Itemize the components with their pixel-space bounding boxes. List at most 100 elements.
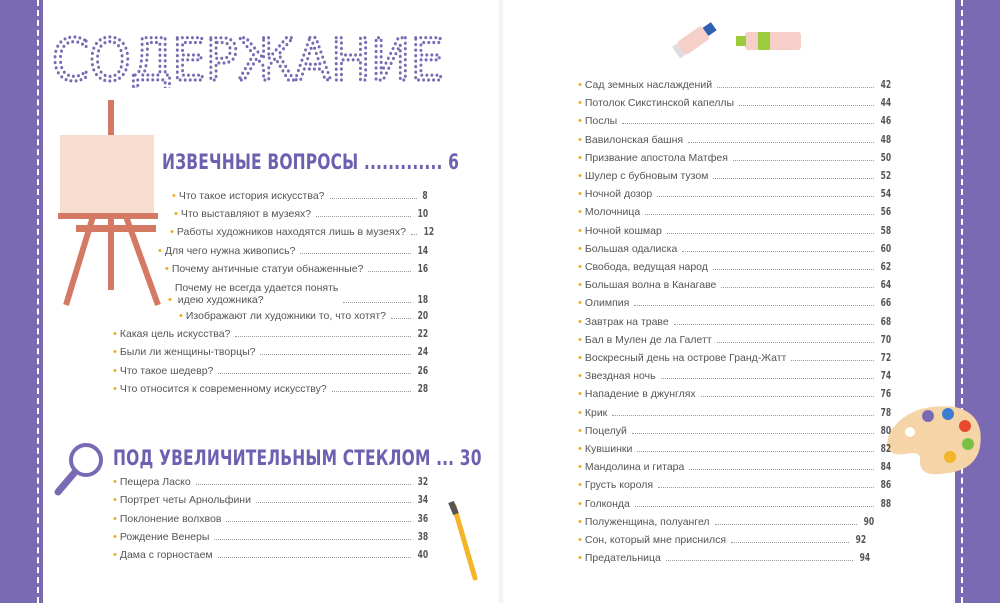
entry-page-number: 82 <box>880 443 891 455</box>
easel-illustration <box>58 100 161 307</box>
bullet-icon: • <box>578 261 582 273</box>
toc-entry[interactable]: • Почему не всегда удается понять идею ху… <box>168 278 428 306</box>
bullet-icon: • <box>578 224 582 237</box>
bullet-icon: • <box>113 549 117 561</box>
toc-entry[interactable]: • Поклонение волхвов 36 <box>113 509 428 525</box>
dot-leader <box>666 232 874 234</box>
page-title-text: СОДЕРЖАНИЕ <box>52 28 444 88</box>
toc-entry[interactable]: • Голконда 88 <box>578 494 891 510</box>
bullet-icon: • <box>578 115 582 128</box>
toc-entry[interactable]: • Какая цель искусства? 22 <box>113 324 428 340</box>
toc-entry[interactable]: • Полуженщина, полуангел 90 <box>578 512 874 528</box>
toc-entry[interactable]: • Портрет четы Арнольфини 34 <box>113 490 428 506</box>
toc-entry[interactable]: • Что такое шедевр? 26 <box>113 361 428 377</box>
toc-entry[interactable]: • Олимпия 66 <box>578 293 891 309</box>
dot-leader <box>688 141 874 143</box>
dot-leader <box>739 105 874 107</box>
entry-title: Шулер с бубновым тузом <box>584 170 709 182</box>
book-gutter <box>498 0 504 603</box>
entry-page-number: 76 <box>880 388 891 401</box>
bullet-icon: • <box>578 79 582 91</box>
dot-leader <box>255 502 411 503</box>
entry-page-number: 56 <box>880 206 891 219</box>
entry-title: Ночной кошмар <box>584 224 662 237</box>
bullet-icon: • <box>168 294 172 306</box>
entry-title: Дама с горностаем <box>119 549 213 561</box>
entry-page-number: 48 <box>880 133 891 146</box>
toc-entry[interactable]: • Дама с горностаем 40 <box>113 545 428 561</box>
toc-entry[interactable]: • Призвание апостола Матфея 50 <box>578 148 891 164</box>
magnifier-icon <box>54 443 103 496</box>
toc-entry[interactable]: • Сон, который мне приснился 92 <box>578 530 866 546</box>
dot-leader <box>713 178 874 179</box>
entry-page-number: 40 <box>417 549 428 561</box>
toc-entry[interactable]: • Большая волна в Канагаве 64 <box>578 275 891 291</box>
toc-entry[interactable]: • Воскресный день на острове Гранд-Жатт 72 <box>578 348 891 364</box>
left-stitch-line <box>37 0 39 603</box>
dot-leader <box>368 271 411 272</box>
toc-entry[interactable]: • Звездная ночь 74 <box>578 366 891 382</box>
entry-page-number: 34 <box>417 494 428 506</box>
toc-entry[interactable]: • Завтрак на траве 68 <box>578 312 891 328</box>
bullet-icon: • <box>578 461 582 474</box>
toc-entry[interactable]: • Пещера Ласко 32 <box>113 472 428 488</box>
entry-page-number: 8 <box>422 190 428 202</box>
entry-page-number: 26 <box>417 365 428 377</box>
toc-entry[interactable]: • Что относится к современному искусству?… <box>113 379 428 395</box>
toc-entry[interactable]: • Нападение в джунглях 76 <box>578 384 891 400</box>
entry-page-number: 32 <box>417 476 428 488</box>
dot-leader <box>682 250 874 252</box>
entry-page-number: 72 <box>880 352 891 364</box>
bullet-icon: • <box>578 333 582 346</box>
entry-page-number: 64 <box>880 279 891 292</box>
toc-entry[interactable]: • Крик 78 <box>578 403 891 419</box>
entry-title: Свобода, ведущая народ <box>584 261 708 273</box>
toc-entry[interactable]: • Свобода, ведущая народ 62 <box>578 257 891 273</box>
toc-entry[interactable]: • Послы 46 <box>578 111 891 127</box>
bullet-icon: • <box>113 365 117 377</box>
toc-entry[interactable]: • Шулер с бубновым тузом 52 <box>578 166 891 182</box>
entry-title: Олимпия <box>584 297 630 310</box>
entry-title: Сон, который мне приснился <box>584 534 727 546</box>
toc-entry[interactable]: • Грусть короля 86 <box>578 475 891 491</box>
toc-entry[interactable]: • Ночной кошмар 58 <box>578 221 891 237</box>
toc-entry[interactable]: • Кувшинки 82 <box>578 439 891 455</box>
toc-entry[interactable]: • Потолок Сикстинской капеллы 44 <box>578 93 891 109</box>
toc-entry[interactable]: • Бал в Мулен де ла Галетт 70 <box>578 330 891 346</box>
toc-entry[interactable]: • Почему античные статуи обнаженные? 16 <box>165 259 428 275</box>
entry-page-number: 36 <box>417 513 428 525</box>
dot-leader <box>226 521 411 522</box>
toc-entry[interactable]: • Для чего нужна живопись? 14 <box>158 241 428 257</box>
toc-entry[interactable]: • Мандолина и гитара 84 <box>578 457 891 473</box>
entry-title: Изображают ли художники то, что хотят? <box>185 310 387 322</box>
entry-page-number: 12 <box>423 226 435 238</box>
section-heading-eternal-questions[interactable]: ИЗВЕЧНЫЕ ВОПРОСЫ ............. 6 <box>162 150 460 174</box>
bullet-icon: • <box>578 279 582 292</box>
toc-entry[interactable]: • Предательница 94 <box>578 548 870 564</box>
dot-leader <box>716 341 874 343</box>
toc-entry[interactable]: • Были ли женщины-творцы? 24 <box>113 342 428 358</box>
toc-entry[interactable]: • Сад земных наслаждений 42 <box>578 75 891 91</box>
toc-entry[interactable]: • Поцелуй 80 <box>578 421 891 437</box>
toc-entry[interactable]: • Молочница 56 <box>578 202 891 218</box>
bullet-icon: • <box>578 370 582 383</box>
dot-leader <box>665 560 853 562</box>
toc-entry[interactable]: • Вавилонская башня 48 <box>578 130 891 146</box>
section-heading-under-magnifier[interactable]: ПОД УВЕЛИЧИТЕЛЬНЫМ СТЕКЛОМ ... 30 <box>113 446 482 470</box>
dot-leader <box>717 87 874 88</box>
entry-page-number: 90 <box>863 515 874 528</box>
bullet-icon: • <box>113 494 117 506</box>
entry-page-number: 16 <box>417 263 428 275</box>
paint-brush-illustration <box>448 500 478 581</box>
toc-entry[interactable]: • Изображают ли художники то, что хотят? 2… <box>179 306 428 322</box>
toc-entry[interactable]: • Большая одалиска 60 <box>578 239 891 255</box>
toc-entry[interactable]: • Работы художников находятся лишь в музе… <box>170 222 434 238</box>
entry-title: Работы художников находятся лишь в музея… <box>176 226 406 238</box>
entry-page-number: 70 <box>880 333 891 346</box>
toc-entry[interactable]: • Что такое история искусства? 8 <box>172 186 428 202</box>
toc-entry[interactable]: • Ночной дозор 54 <box>578 184 891 200</box>
entry-title: Послы <box>584 115 618 128</box>
toc-entry[interactable]: • Что выставляют в музеях? 10 <box>174 204 428 220</box>
toc-entry[interactable]: • Рождение Венеры 38 <box>113 527 428 543</box>
entry-page-number: 60 <box>880 242 891 255</box>
